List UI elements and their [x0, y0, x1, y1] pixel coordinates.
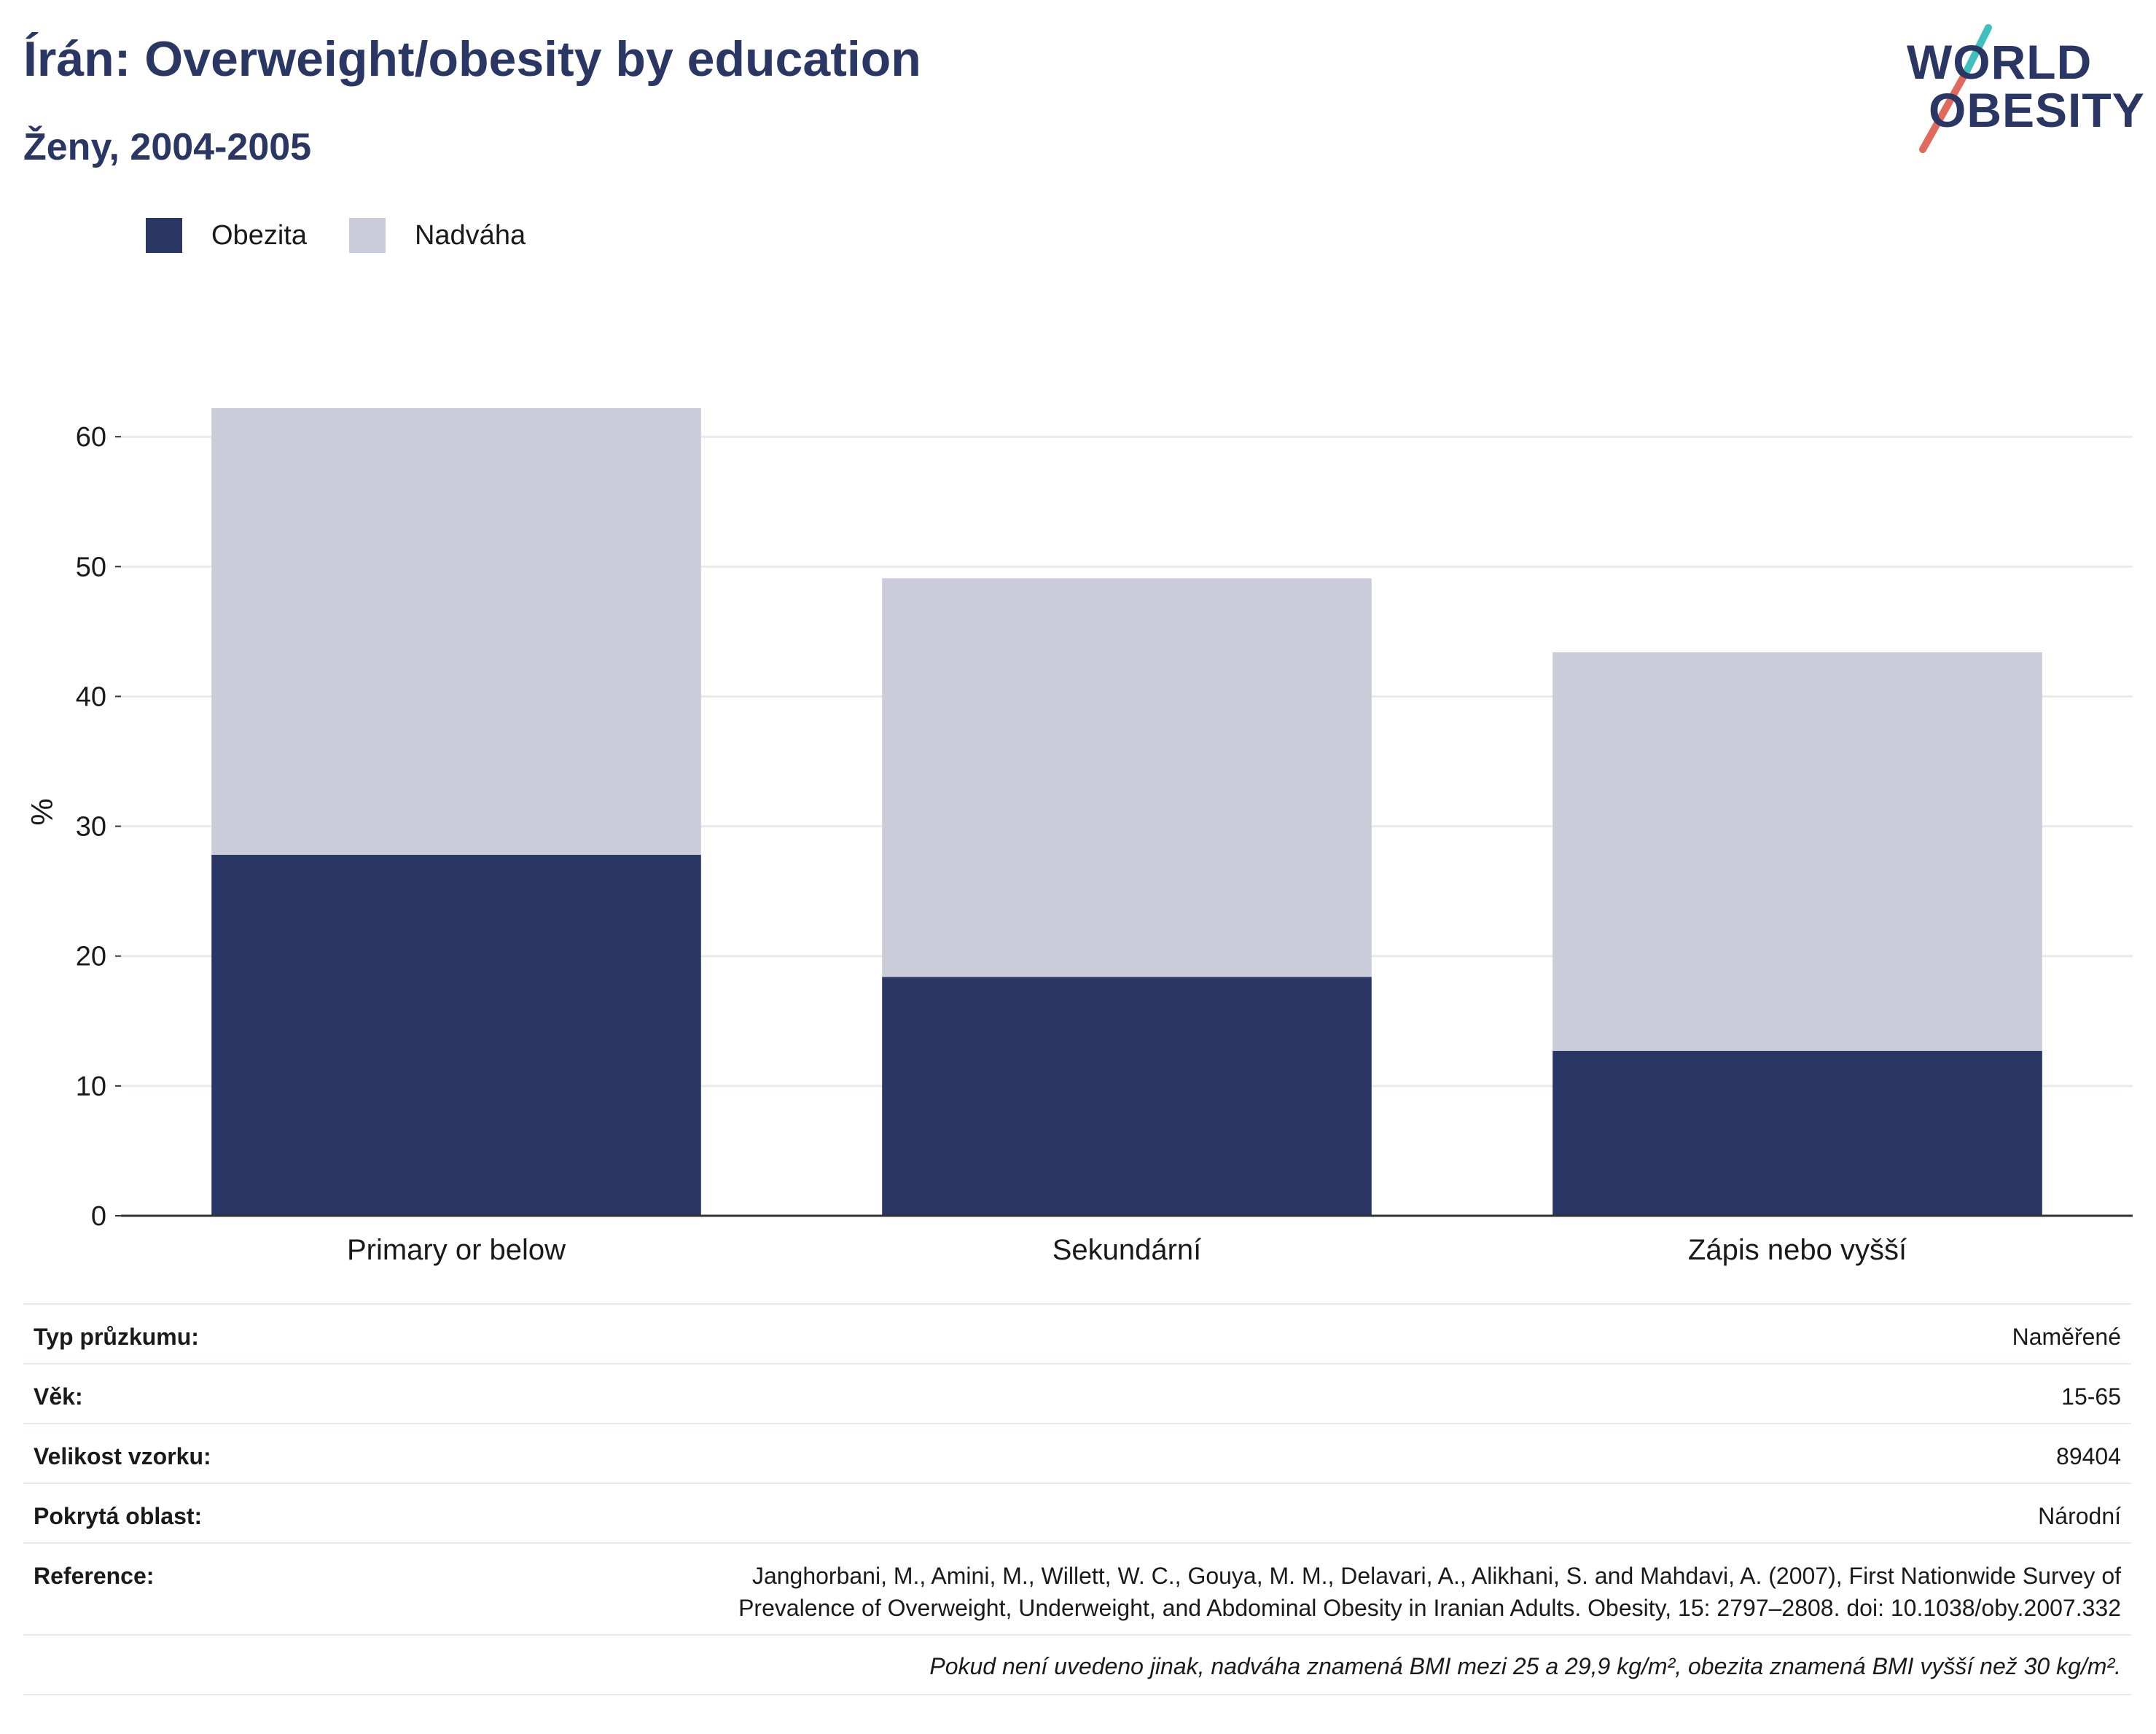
info-label: Velikost vzorku: — [34, 1443, 211, 1469]
y-tick-label: 0 — [91, 1201, 106, 1232]
footnote: Pokud není uvedeno jinak, nadváha znamen… — [23, 1634, 2131, 1695]
bar-chart: 0 10 20 30 40 50 60% Primary or below Sekundární… — [25, 408, 2133, 1266]
bar-obezita[interactable] — [211, 854, 701, 1216]
reference-line-1: Janghorbani, M., Amini, M., Willett, W. … — [751, 1563, 2121, 1589]
chart-title: Írán: Overweight/obesity by education — [23, 31, 921, 87]
y-axis-label: % — [25, 798, 59, 825]
bar-nadvaha[interactable] — [1552, 652, 2042, 1051]
chart-subtitle: Ženy, 2004-2005 — [23, 126, 312, 168]
y-tick-label: 20 — [76, 942, 106, 972]
info-value: 89404 — [2056, 1443, 2121, 1469]
y-tick-label: 60 — [76, 422, 106, 453]
legend-label-nadvaha: Nadváha — [414, 219, 526, 251]
bar-obezita[interactable] — [1552, 1050, 2042, 1216]
x-tick-label: Primary or below — [347, 1234, 566, 1266]
info-row-sample-size: Velikost vzorku: 89404 — [23, 1423, 2131, 1483]
x-tick-label: Zápis nebo vyšší — [1688, 1234, 1907, 1266]
logo-slash-icon — [1919, 24, 1992, 153]
x-tick-label: Sekundární — [1052, 1234, 1202, 1266]
info-row-survey-type: Typ průzkumu: Naměřené — [23, 1303, 2131, 1363]
info-value: Národní — [2038, 1503, 2121, 1529]
y-tick-label: 10 — [76, 1071, 106, 1102]
chart-legend: Obezita Nadváha — [146, 217, 568, 254]
survey-info-table: Typ průzkumu: Naměřené Věk: 15-65 Veliko… — [23, 1303, 2131, 1695]
y-tick-label: 50 — [76, 552, 106, 582]
bar-nadvaha[interactable] — [882, 578, 1372, 977]
info-row-area-covered: Pokrytá oblast: Národní — [23, 1483, 2131, 1542]
info-label: Reference: — [34, 1563, 155, 1589]
bar-obezita[interactable] — [882, 977, 1372, 1216]
legend-swatch-nadvaha — [348, 218, 386, 253]
info-label: Typ průzkumu: — [34, 1324, 199, 1350]
info-row-age: Věk: 15-65 — [23, 1363, 2131, 1423]
info-row-reference: Reference: Janghorbani, M., Amini, M., W… — [23, 1542, 2131, 1634]
logo-text-obesity: OBESITY — [1929, 83, 2145, 137]
y-tick-label: 30 — [76, 812, 106, 843]
info-value: 15-65 — [2061, 1383, 2121, 1410]
reference-text: Janghorbani, M., Amini, M., Willett, W. … — [738, 1560, 2121, 1624]
legend-item-obezita[interactable]: Obezita — [146, 218, 307, 253]
reference-line-2: Prevalence of Overweight, Underweight, a… — [738, 1595, 2121, 1621]
logo-text-world: WORLD — [1907, 35, 2093, 89]
legend-swatch-obezita — [146, 218, 182, 253]
info-value: Naměřené — [2012, 1324, 2121, 1350]
y-tick-label: 40 — [76, 682, 106, 712]
info-label: Věk: — [34, 1383, 83, 1410]
legend-label-obezita: Obezita — [211, 219, 307, 251]
legend-item-nadvaha[interactable]: Nadváha — [348, 218, 526, 253]
info-label: Pokrytá oblast: — [34, 1503, 203, 1529]
bar-nadvaha[interactable] — [211, 408, 701, 855]
world-obesity-logo: WORLD OBESITY — [1902, 22, 2145, 153]
